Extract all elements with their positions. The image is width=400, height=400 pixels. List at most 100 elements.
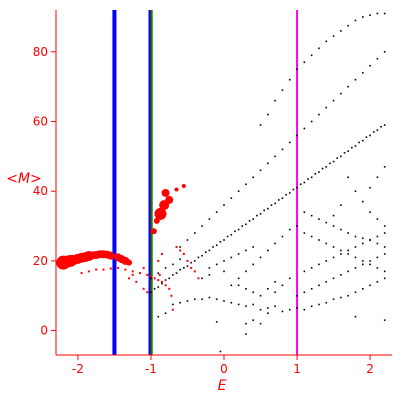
point-2-212 bbox=[267, 287, 269, 290]
point-2-129 bbox=[281, 310, 284, 313]
point-2-133 bbox=[310, 305, 313, 308]
point-2-55 bbox=[351, 146, 353, 149]
point-2-186 bbox=[303, 211, 306, 213]
point-2-118 bbox=[201, 298, 203, 301]
point-0-25 bbox=[181, 183, 186, 188]
point-2-173 bbox=[383, 270, 386, 273]
point-2-20 bbox=[223, 239, 225, 241]
point-2-231 bbox=[369, 211, 371, 213]
point-2-98 bbox=[325, 40, 328, 43]
point-1-24 bbox=[197, 277, 200, 280]
point-2-190 bbox=[332, 225, 335, 227]
point-1-25 bbox=[142, 287, 145, 290]
point-2-105 bbox=[376, 12, 379, 15]
point-2-73 bbox=[237, 190, 240, 193]
point-2-202 bbox=[237, 253, 240, 255]
point-2-93 bbox=[383, 51, 386, 53]
point-2-113 bbox=[164, 312, 167, 314]
point-2-245 bbox=[172, 263, 174, 266]
point-2-131 bbox=[296, 307, 298, 309]
point-2-12 bbox=[193, 260, 196, 262]
point-2-119 bbox=[208, 296, 211, 299]
point-2-128 bbox=[274, 305, 276, 308]
point-2-24 bbox=[237, 228, 240, 231]
point-2-56 bbox=[354, 145, 357, 147]
point-2-92 bbox=[376, 57, 379, 60]
point-2-222 bbox=[354, 267, 357, 269]
point-2-214 bbox=[296, 294, 298, 297]
point-1-32 bbox=[131, 273, 134, 276]
point-2-104 bbox=[369, 14, 371, 17]
point-2-1 bbox=[153, 287, 156, 290]
point-2-244 bbox=[164, 267, 167, 269]
point-2-210 bbox=[252, 291, 255, 294]
point-2-166 bbox=[332, 246, 335, 248]
point-0-21 bbox=[154, 207, 167, 220]
point-2-189 bbox=[325, 221, 328, 224]
point-2-21 bbox=[226, 235, 229, 238]
point-2-75 bbox=[252, 176, 255, 179]
point-2-219 bbox=[332, 277, 335, 280]
point-2-243 bbox=[157, 272, 160, 274]
point-2-112 bbox=[157, 315, 160, 318]
point-2-46 bbox=[318, 171, 320, 173]
point-2-236 bbox=[340, 204, 342, 206]
point-2-69 bbox=[208, 218, 211, 220]
x-tick-label-3: 1 bbox=[293, 362, 301, 376]
point-2-27 bbox=[248, 220, 251, 222]
point-1-22 bbox=[190, 266, 193, 269]
point-2-71 bbox=[223, 204, 225, 206]
point-2-213 bbox=[274, 281, 276, 283]
point-2-124 bbox=[245, 305, 247, 308]
point-1-3 bbox=[102, 268, 105, 271]
point-2-79 bbox=[281, 148, 284, 151]
point-2-182 bbox=[361, 242, 364, 245]
point-2-87 bbox=[340, 92, 342, 95]
point-2-140 bbox=[361, 287, 364, 290]
point-2-65 bbox=[179, 246, 181, 248]
point-2-228 bbox=[376, 176, 379, 179]
y-axis-label: <M> bbox=[6, 171, 42, 187]
point-2-96 bbox=[310, 54, 313, 57]
point-2-192 bbox=[347, 232, 349, 234]
point-2-16 bbox=[208, 249, 211, 252]
point-2-70 bbox=[215, 211, 218, 213]
point-2-30 bbox=[259, 213, 262, 215]
point-2-34 bbox=[274, 202, 276, 205]
point-1-13 bbox=[160, 280, 163, 283]
point-2-22 bbox=[230, 233, 233, 236]
point-1-23 bbox=[193, 270, 196, 273]
point-0-22 bbox=[153, 217, 160, 224]
point-1-14 bbox=[164, 284, 167, 287]
point-2-169 bbox=[354, 256, 357, 259]
point-2-117 bbox=[193, 298, 196, 301]
point-1-16 bbox=[170, 294, 173, 297]
point-1-21 bbox=[186, 259, 189, 262]
point-1-17 bbox=[171, 308, 174, 311]
point-2-88 bbox=[347, 85, 349, 88]
point-2-18 bbox=[215, 244, 218, 247]
point-1-6 bbox=[124, 268, 127, 271]
x-tick-label-0: -2 bbox=[72, 362, 84, 376]
point-1-4 bbox=[109, 267, 112, 270]
point-2-19 bbox=[219, 240, 222, 243]
point-2-0 bbox=[150, 291, 152, 294]
point-2-229 bbox=[383, 166, 386, 168]
y-tick-label-1: 20 bbox=[33, 254, 48, 268]
point-2-31 bbox=[263, 209, 265, 212]
point-2-11 bbox=[190, 261, 192, 264]
point-1-31 bbox=[142, 266, 145, 269]
point-2-146 bbox=[252, 319, 255, 321]
point-2-29 bbox=[256, 214, 258, 217]
point-2-206 bbox=[208, 274, 211, 276]
point-2-145 bbox=[245, 333, 247, 335]
point-2-6 bbox=[172, 274, 174, 276]
point-2-132 bbox=[303, 308, 306, 311]
vertical-lines bbox=[112, 10, 299, 355]
point-2-39 bbox=[292, 188, 295, 191]
point-2-134 bbox=[318, 303, 320, 306]
point-2-72 bbox=[230, 197, 233, 199]
point-2-215 bbox=[303, 291, 306, 294]
point-2-114 bbox=[172, 303, 174, 306]
point-2-41 bbox=[299, 183, 302, 186]
